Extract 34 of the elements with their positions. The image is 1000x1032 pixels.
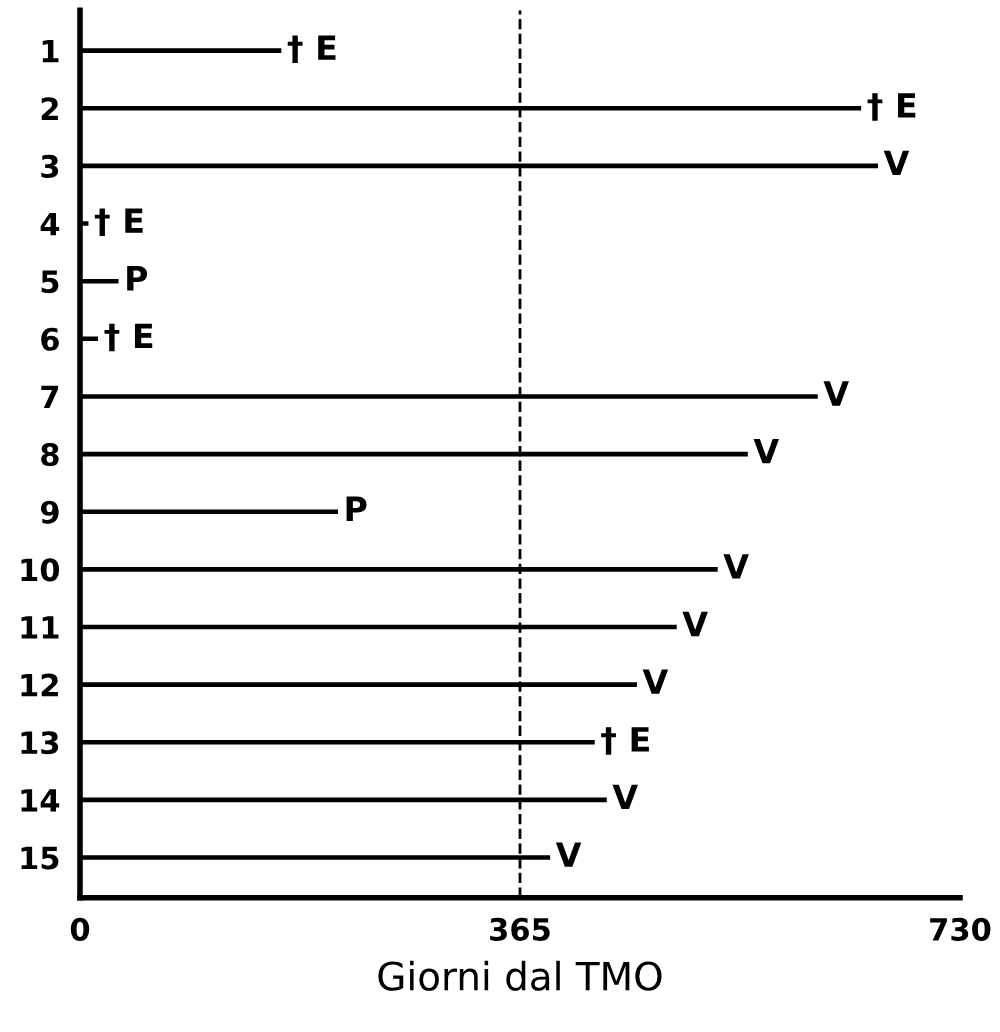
annotation: P xyxy=(127,266,148,291)
y-tick-label: 8 xyxy=(41,443,59,467)
y-tick-label: 1 xyxy=(42,39,59,63)
annotation: † E xyxy=(601,727,649,755)
y-tick-label: 5 xyxy=(41,270,59,294)
annotation: V xyxy=(753,438,780,464)
annotation: P xyxy=(346,496,367,521)
y-tick-label: 10 xyxy=(21,558,60,582)
x-tick-label: 730 xyxy=(930,917,991,941)
annotation: † E xyxy=(287,35,336,64)
annotation: V xyxy=(883,150,910,176)
y-tick-label: 9 xyxy=(40,500,59,524)
y-tick-label: 13 xyxy=(21,731,59,755)
y-tick-label: 4 xyxy=(40,212,60,236)
annotation: V xyxy=(612,784,638,810)
annotation: V xyxy=(723,554,749,579)
y-tick-label: 14 xyxy=(21,789,60,812)
x-axis-title: Giorni dal TMO xyxy=(378,960,662,991)
x-tick-label: 0 xyxy=(70,917,90,941)
y-tick-label: 6 xyxy=(41,327,59,351)
y-tick-label: 12 xyxy=(21,673,58,697)
x-tick-label: 365 xyxy=(490,917,550,941)
annotation: † E xyxy=(94,208,143,236)
annotation: † E xyxy=(104,323,153,352)
annotation: V xyxy=(682,611,708,637)
y-tick-label: 2 xyxy=(41,97,58,120)
y-tick-label: 15 xyxy=(21,846,59,870)
annotation: V xyxy=(642,669,669,694)
y-tick-label: 3 xyxy=(41,154,59,178)
annotation: V xyxy=(823,381,849,406)
annotation: † E xyxy=(867,93,916,121)
y-tick-label: 11 xyxy=(21,616,59,639)
y-tick-label: 7 xyxy=(41,385,59,409)
annotation: V xyxy=(555,842,582,867)
